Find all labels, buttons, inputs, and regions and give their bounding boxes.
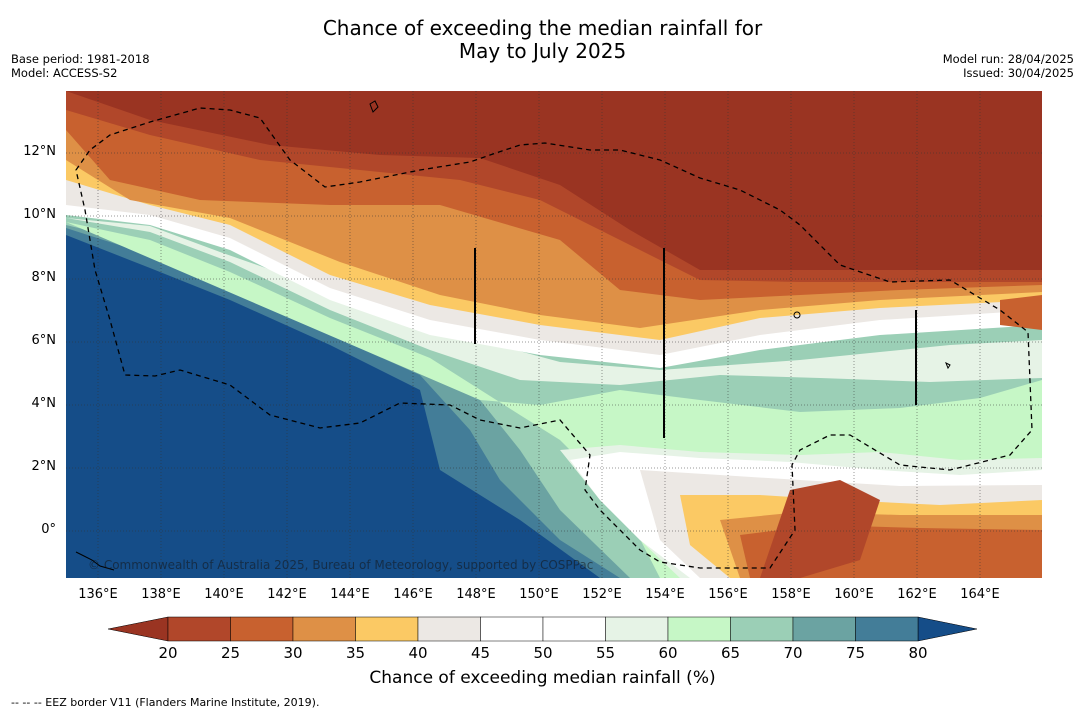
colorbar-cell — [230, 616, 294, 642]
colorbar-label-40: 40 — [408, 644, 428, 662]
x-tick-162e: 162°E — [897, 587, 937, 602]
colorbar-label-35: 35 — [345, 644, 366, 662]
x-tick-160e: 160°E — [834, 587, 874, 602]
colorbar-label-20: 20 — [158, 644, 178, 662]
band-20-north — [66, 91, 1042, 270]
x-tick-144e: 144°E — [330, 587, 370, 602]
colorbar-label-60: 60 — [658, 644, 678, 662]
colorbar-label-30: 30 — [283, 644, 303, 662]
x-tick-146e: 146°E — [393, 587, 433, 602]
x-tick-136e: 136°E — [78, 587, 118, 602]
x-tick-140e: 140°E — [204, 587, 244, 602]
colorbar-cell — [292, 616, 356, 642]
colorbar-cell — [542, 616, 606, 642]
region-boundary-lines — [474, 248, 917, 438]
colorbar-label-65: 65 — [720, 644, 741, 662]
colorbar-cell — [605, 616, 669, 642]
colorbar-cell — [730, 616, 794, 642]
colorbar-cell — [792, 616, 856, 642]
colorbar-label-70: 70 — [783, 644, 803, 662]
x-tick-150e: 150°E — [519, 587, 559, 602]
y-tick-0: 0° — [41, 522, 56, 537]
colorbar-extend-left — [107, 616, 169, 642]
y-tick-10n: 10°N — [23, 207, 56, 222]
map-title-line2: May to July 2025 — [458, 39, 627, 63]
colorbar-label-80: 80 — [908, 644, 928, 662]
colorbar-label-50: 50 — [533, 644, 553, 662]
band-25-south — [760, 480, 880, 578]
y-tick-12n: 12°N — [23, 144, 56, 159]
x-tick-164e: 164°E — [960, 587, 1000, 602]
x-tick-142e: 142°E — [267, 587, 307, 602]
model-text: Model: ACCESS-S2 — [11, 66, 118, 80]
x-tick-138e: 138°E — [141, 587, 181, 602]
colorbar-cell — [667, 616, 731, 642]
model-run-text: Model run: 28/04/2025 — [942, 52, 1074, 66]
islands — [75, 100, 951, 571]
colorbar-cell — [480, 616, 544, 642]
meta-left: Base period: 1981-2018 Model: ACCESS-S2 — [11, 52, 150, 80]
x-tick-152e: 152°E — [582, 587, 622, 602]
y-tick-6n: 6°N — [31, 333, 57, 348]
colorbar-label-25: 25 — [220, 644, 241, 662]
colorbar-cell — [417, 616, 481, 642]
colorbar-label-75: 75 — [845, 644, 866, 662]
y-tick-2n: 2°N — [31, 459, 57, 474]
colorbar-title: Chance of exceeding median rainfall (%) — [369, 668, 716, 688]
colorbar-cell — [855, 616, 919, 642]
rainfall-contours — [66, 91, 1042, 578]
y-tick-8n: 8°N — [31, 270, 57, 285]
colorbar-cell — [167, 616, 231, 642]
colorbar-cells — [167, 616, 919, 642]
eez-border — [75, 107, 1033, 569]
band-30-inset — [1000, 295, 1042, 330]
x-tick-158e: 158°E — [771, 587, 811, 602]
footnote-eez: -- -- -- EEZ border V11 (Flanders Marine… — [11, 696, 320, 709]
x-tick-156e: 156°E — [708, 587, 748, 602]
x-tick-148e: 148°E — [456, 587, 496, 602]
x-tick-154e: 154°E — [645, 587, 685, 602]
colorbar-label-45: 45 — [470, 644, 491, 662]
copyright-watermark: © Commonwealth of Australia 2025, Bureau… — [88, 558, 594, 572]
y-tick-4n: 4°N — [31, 396, 57, 411]
base-period-text: Base period: 1981-2018 — [11, 52, 150, 66]
colorbar-cell — [355, 616, 419, 642]
map-title-line1: Chance of exceeding the median rainfall … — [322, 16, 763, 40]
band-55 — [66, 218, 1042, 385]
meta-right: Model run: 28/04/2025 Issued: 30/04/2025 — [943, 52, 1074, 80]
colorbar-label-55: 55 — [595, 644, 616, 662]
colorbar-extend-right — [917, 616, 978, 642]
issued-text: Issued: 30/04/2025 — [963, 66, 1074, 80]
